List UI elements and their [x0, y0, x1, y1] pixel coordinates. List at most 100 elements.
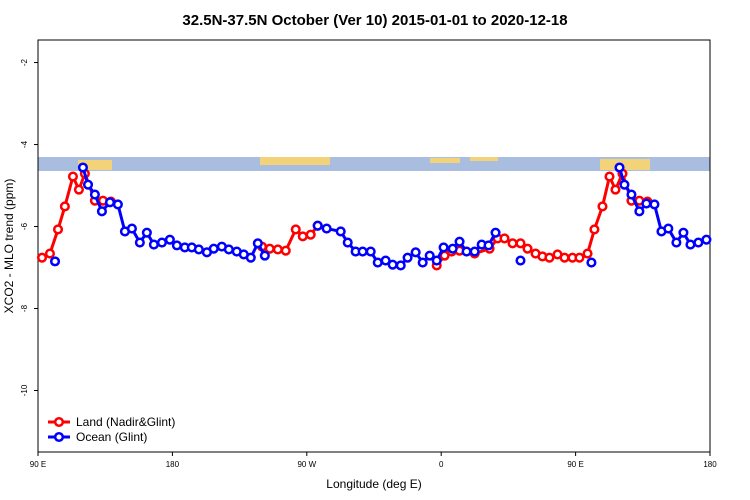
y-axis-label: XCO2 - MLO trend (ppm) [2, 179, 16, 314]
data-point [141, 227, 152, 238]
data-point [208, 243, 219, 254]
data-point [522, 243, 533, 254]
data-point [164, 234, 175, 245]
data-point [431, 255, 442, 266]
y-tick-label: -2 [20, 58, 29, 66]
data-point [36, 252, 48, 263]
data-point [82, 179, 94, 190]
x-tick-label: 90 W [297, 460, 316, 469]
data-point [112, 199, 123, 210]
legend-label: Land (Nadir&Glint) [76, 415, 175, 429]
chart-title: 32.5N-37.5N October (Ver 10) 2015-01-01 … [182, 12, 567, 29]
data-point [626, 189, 637, 200]
y-tick-label: -8 [20, 304, 29, 312]
data-point [469, 246, 480, 257]
x-tick-label: 90 E [30, 460, 46, 469]
data-point [126, 223, 137, 234]
data-point [67, 171, 78, 182]
data-point [507, 238, 518, 249]
data-point [515, 238, 526, 249]
data-point [387, 259, 398, 270]
data-point [604, 171, 615, 182]
data-point [499, 233, 510, 244]
data-point [589, 224, 600, 235]
data-point [693, 237, 704, 248]
data-point [610, 184, 621, 195]
data-point [49, 256, 61, 267]
y-tick-label: -4 [20, 140, 29, 148]
data-point [559, 252, 570, 263]
data-point [424, 250, 435, 261]
data-point [410, 247, 421, 258]
data-point [223, 244, 234, 255]
data-point [490, 227, 501, 238]
data-point [59, 201, 70, 212]
data-point [365, 246, 376, 257]
data-point [297, 231, 308, 242]
data-point [357, 246, 368, 257]
data-point [305, 229, 316, 240]
legend-label: Ocean (Glint) [76, 430, 147, 444]
data-point [134, 237, 145, 248]
data-point [614, 162, 625, 173]
data-point [438, 242, 449, 253]
data-point [454, 236, 465, 247]
x-tick-label: 180 [703, 460, 717, 469]
data-point [619, 179, 630, 190]
data-point [582, 248, 593, 259]
data-point [280, 245, 291, 256]
data-point [73, 184, 84, 195]
data-point [544, 252, 555, 263]
data-point [515, 255, 526, 266]
data-point [148, 239, 159, 250]
data-point [372, 257, 383, 268]
data-point [447, 243, 458, 254]
data-point [89, 189, 100, 200]
data-point [417, 257, 428, 268]
y-tick-label: -6 [20, 222, 29, 230]
y-tick-label: -10 [20, 384, 29, 396]
legend-marker [53, 416, 65, 428]
data-point [290, 224, 301, 235]
x-axis-label: Longitude (deg E) [326, 477, 421, 491]
x-tick-label: 180 [166, 460, 180, 469]
data-point [586, 257, 597, 268]
data-point [252, 238, 263, 249]
data-point [663, 223, 674, 234]
data-point [402, 252, 413, 263]
data-point [193, 244, 204, 255]
data-point [649, 199, 660, 210]
x-tick-label: 90 E [567, 460, 583, 469]
data-point [342, 237, 353, 248]
data-point [641, 198, 652, 209]
data-point [671, 237, 682, 248]
data-point [156, 237, 167, 248]
data-point [245, 252, 256, 263]
data-point [96, 206, 107, 217]
x-tick-label: 0 [439, 460, 444, 469]
data-point [574, 252, 585, 263]
data-point [461, 246, 472, 257]
data-point [321, 223, 332, 234]
data-point [634, 206, 645, 217]
data-point [52, 224, 64, 235]
data-point [483, 240, 494, 251]
data-point [259, 250, 270, 261]
data-point [395, 260, 406, 271]
data-point [678, 227, 689, 238]
data-point [104, 197, 116, 208]
data-point [380, 255, 391, 266]
data-point [701, 234, 712, 245]
data-point [597, 201, 608, 212]
legend-marker [53, 431, 65, 443]
plot-frame [37, 39, 711, 453]
data-point [77, 162, 88, 173]
map-strip [38, 157, 710, 171]
data-point [685, 239, 696, 250]
data-point [335, 226, 346, 237]
data-point [171, 240, 182, 251]
data-point [312, 220, 323, 231]
data-point [272, 244, 283, 255]
data-point [44, 248, 55, 259]
